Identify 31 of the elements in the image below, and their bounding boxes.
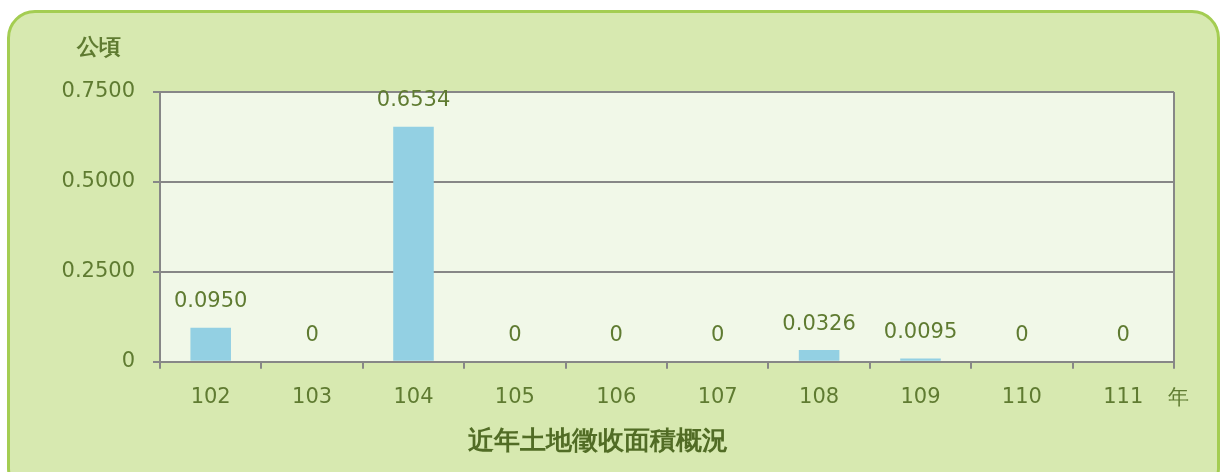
- y-tick-label: 0.7500: [61, 78, 135, 103]
- data-label: 0: [609, 322, 623, 347]
- bar: [900, 358, 941, 361]
- data-label: 0: [305, 322, 319, 347]
- x-tick-label: 102: [190, 383, 231, 408]
- x-tick-label: 107: [697, 383, 738, 408]
- data-label: 0.0326: [782, 310, 856, 335]
- x-tick-label: 110: [1001, 383, 1042, 408]
- x-tick-label: 105: [494, 383, 535, 408]
- data-label: 0.0095: [883, 318, 958, 343]
- x-tick-label: 104: [393, 383, 434, 408]
- bar: [393, 126, 434, 361]
- text: 近年土地徵收面積概況: [468, 425, 728, 456]
- x-axis-title: 年: [1167, 385, 1189, 410]
- y-tick-label: 0.5000: [61, 168, 135, 193]
- data-label: 0: [711, 322, 725, 347]
- x-tick-label: 108: [799, 383, 840, 408]
- x-tick-label: 103: [292, 383, 333, 408]
- y-tick-label: 0.2500: [61, 258, 135, 283]
- data-label: 0: [1116, 322, 1130, 347]
- y-axis-title: 公頃: [76, 33, 121, 59]
- data-label: 0: [1015, 322, 1029, 347]
- data-label: 0.6534: [376, 87, 451, 112]
- x-tick-label: 111: [1103, 383, 1144, 408]
- bar: [798, 350, 840, 361]
- bar: [190, 327, 231, 361]
- y-tick-label: 0: [121, 348, 135, 373]
- x-tick-label: 109: [900, 383, 941, 408]
- data-label: 0.0950: [173, 288, 248, 313]
- x-tick-label: 106: [596, 383, 637, 408]
- data-label: 0: [508, 322, 522, 347]
